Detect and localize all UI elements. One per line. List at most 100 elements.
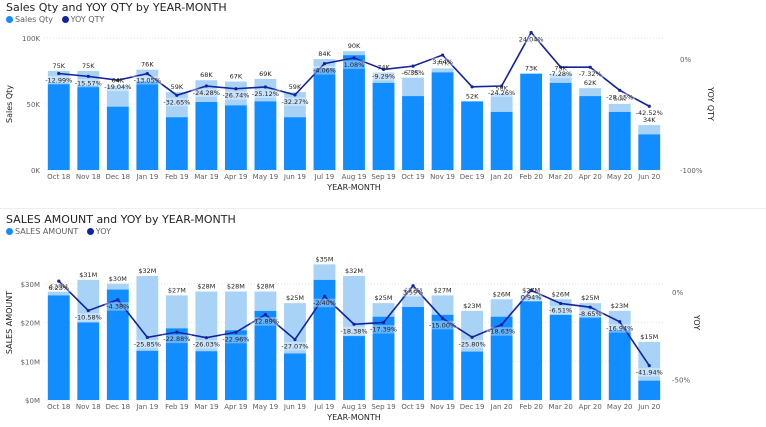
yoy-point <box>529 30 533 35</box>
bar <box>195 351 218 400</box>
yoy-label-bg <box>399 68 427 78</box>
bar-top-segment <box>372 72 395 83</box>
yoy-label-bg <box>604 324 635 333</box>
legend-item-yoy[interactable]: YOY <box>86 227 111 236</box>
yoy-point <box>381 320 386 325</box>
yoy-data-label: -15.57% <box>75 79 102 87</box>
yoy-point <box>86 74 90 78</box>
yoy-data-label: -25.80% <box>459 340 486 348</box>
y2-axis-title: YOY QTY <box>706 86 715 121</box>
bar <box>47 83 70 170</box>
yoy-data-label: -9.29% <box>372 72 395 80</box>
x-tick-label: Jun 19 <box>283 173 306 181</box>
bar <box>579 316 602 400</box>
yoy-data-label: -25.85% <box>134 340 161 348</box>
bar <box>638 380 661 400</box>
x-tick-label: Jun 20 <box>637 173 660 181</box>
yoy-data-label: -13.05% <box>134 77 161 85</box>
bar-data-label: 69K <box>259 70 272 78</box>
legend-swatch <box>6 228 13 235</box>
x-tick-label: Apr 19 <box>224 173 247 181</box>
bar-data-label: $32M <box>138 267 156 275</box>
y2-tick-label: 0% <box>672 289 683 297</box>
bar-data-label: $27M <box>434 286 452 294</box>
bar-top-segment <box>343 51 365 56</box>
x-tick-label: Aug 19 <box>342 403 367 411</box>
chart-title: Sales Qty and YOY QTY by YEAR-MONTH <box>6 1 227 14</box>
x-tick-label: Apr 19 <box>224 403 247 411</box>
bar-data-label: 67K <box>230 73 243 81</box>
chart-panel-sales-amount: SALES AMOUNT and YOY by YEAR-MONTH SALES… <box>0 212 766 427</box>
yoy-point <box>234 87 238 91</box>
bar-top-segment <box>136 276 159 351</box>
chart-legend: SALES AMOUNT YOY <box>6 227 117 236</box>
yoy-label-bg <box>456 339 488 349</box>
x-tick-label: Oct 19 <box>401 403 424 411</box>
bar-top-segment <box>47 291 70 296</box>
bar-top-segment <box>431 295 454 315</box>
bar-top-segment <box>106 283 129 290</box>
yoy-point <box>322 61 327 66</box>
yoy-point <box>263 313 268 317</box>
y-tick-label: 0K <box>31 167 40 175</box>
yoy-point <box>352 56 356 60</box>
yoy-label-bg <box>104 302 132 311</box>
yoy-point <box>293 337 297 342</box>
yoy-point <box>500 323 504 327</box>
y-tick-label: 100K <box>22 35 40 43</box>
yoy-point <box>204 336 208 340</box>
bar-top-segment <box>254 78 277 102</box>
yoy-label-bg <box>132 339 163 349</box>
x-tick-label: Jul 19 <box>314 173 335 181</box>
bar-data-label: $25M <box>581 294 599 302</box>
chart-legend: Sales Qty YOY QTY <box>6 15 110 24</box>
bar <box>165 117 188 170</box>
yoy-point <box>263 85 268 89</box>
bar-top-segment <box>431 68 454 73</box>
yoy-data-label: 3.59% <box>403 289 424 297</box>
x-tick-label: Mar 19 <box>194 403 218 411</box>
x-tick-label: Dec 18 <box>105 173 130 181</box>
legend-swatch <box>61 16 69 23</box>
bar <box>136 350 159 400</box>
x-tick-label: Mar 20 <box>548 403 572 411</box>
yoy-label-bg <box>634 108 665 118</box>
bar-top-segment <box>490 93 513 112</box>
x-tick-label: Jan 20 <box>490 403 513 411</box>
bar-data-label: 77K <box>436 59 449 67</box>
bar-data-label: $28M <box>256 283 274 291</box>
yoy-label-bg <box>517 34 545 44</box>
legend-item-yoy-qty[interactable]: YOY QTY <box>61 15 104 24</box>
yoy-point <box>116 298 120 302</box>
yoy-data-label: -32.65% <box>163 98 190 106</box>
x-tick-label: Jan 20 <box>490 173 513 181</box>
x-tick-label: Jan 19 <box>135 403 158 411</box>
chart-plot-sales-amount: $0M $10M $20M $30M 0% -50% Oct 18 Nov 18 Dec 18 J… <box>5 255 701 422</box>
bar-data-label: $25M <box>286 294 304 302</box>
yoy-point <box>440 53 445 57</box>
yoy-label-bg <box>342 60 366 69</box>
yoy-point <box>57 279 61 283</box>
bar-top-segment <box>224 291 247 331</box>
legend-item-sales-qty[interactable]: Sales Qty <box>6 15 53 24</box>
chart-panel-sales-qty: Sales Qty and YOY QTY by YEAR-MONTH Sale… <box>0 0 766 205</box>
x-tick-label: Dec 19 <box>460 403 485 411</box>
legend-item-sales-amount[interactable]: SALES AMOUNT <box>6 227 78 236</box>
yoy-data-label: -8.65% <box>579 310 602 318</box>
yoy-data-label: -22.88% <box>163 335 190 343</box>
yoy-point <box>57 71 61 76</box>
x-tick-label: Jul 19 <box>314 403 335 411</box>
yoy-point <box>618 88 622 92</box>
bar <box>638 134 661 170</box>
bar-top-segment <box>284 92 306 118</box>
yoy-label-bg <box>486 327 517 336</box>
bar-data-label: 34K <box>643 116 656 124</box>
bar <box>106 106 129 170</box>
yoy-label-bg <box>132 76 163 85</box>
bar-top-segment <box>313 264 336 280</box>
bar <box>372 316 395 400</box>
yoy-data-label: -16.94% <box>606 325 633 333</box>
yoy-label-bg <box>73 313 104 322</box>
bar-top-segment <box>549 299 572 315</box>
bar <box>165 328 188 400</box>
